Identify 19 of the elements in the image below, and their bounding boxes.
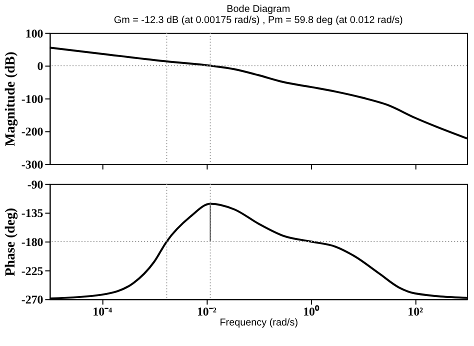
x-tick-label: 10⁻⁴	[92, 304, 113, 319]
y-tick-label: -270	[21, 292, 44, 307]
y-tick-label: -300	[21, 157, 44, 172]
y-tick-label: -200	[21, 124, 44, 139]
y-axis-title: Phase (deg)	[3, 207, 18, 276]
x-axis-title: Frequency (rad/s)	[220, 317, 298, 328]
x-tick-label: 10²	[408, 304, 424, 319]
x-tick-label: 10⁰	[303, 304, 320, 319]
chart-subtitle: Gm = -12.3 dB (at 0.00175 rad/s) , Pm = 59.8 deg (at 0.012 rad/s)	[114, 14, 403, 26]
y-tick-label: 100	[25, 26, 44, 40]
y-tick-label: -135	[21, 206, 44, 220]
y-tick-label: -225	[21, 264, 44, 278]
chart-title: Bode Diagram	[226, 4, 290, 15]
x-tick-label: 10⁻²	[196, 304, 217, 319]
y-tick-label: 0	[37, 59, 44, 74]
y-tick-label: -180	[21, 234, 44, 249]
y-tick-label: -90	[27, 177, 44, 192]
y-axis-title: Magnitude (dB)	[3, 51, 18, 146]
y-tick-label: -100	[21, 92, 44, 106]
